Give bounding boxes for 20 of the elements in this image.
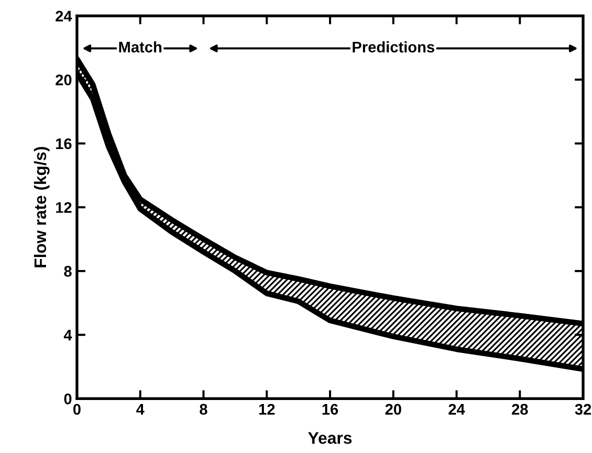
x-tick-label: 16: [322, 404, 338, 415]
x-axis-title: Years: [308, 432, 352, 444]
y-tick-label: 16: [56, 138, 72, 150]
y-tick-label: 12: [56, 202, 72, 213]
y-tick-label: 4: [64, 330, 72, 340]
y-tick-label: 20: [56, 74, 72, 86]
x-tick-label: 4: [136, 404, 144, 415]
x-tick-label: 32: [574, 404, 592, 415]
y-tick-label: 24: [56, 10, 72, 22]
y-tick-label: 0: [64, 394, 72, 404]
annotation: Match: [119, 41, 162, 52]
x-tick-label: 24: [448, 404, 465, 415]
x-tick-label: 20: [385, 404, 402, 415]
x-tick-label: 8: [200, 404, 208, 415]
y-tick-label: 8: [64, 266, 72, 277]
x-tick-label: 0: [73, 404, 81, 415]
annotation: Predictions: [352, 41, 434, 52]
x-tick-label: 12: [259, 404, 275, 415]
y-axis-title: Flow rate (kg/s): [34, 146, 50, 268]
x-tick-label: 28: [512, 404, 528, 415]
